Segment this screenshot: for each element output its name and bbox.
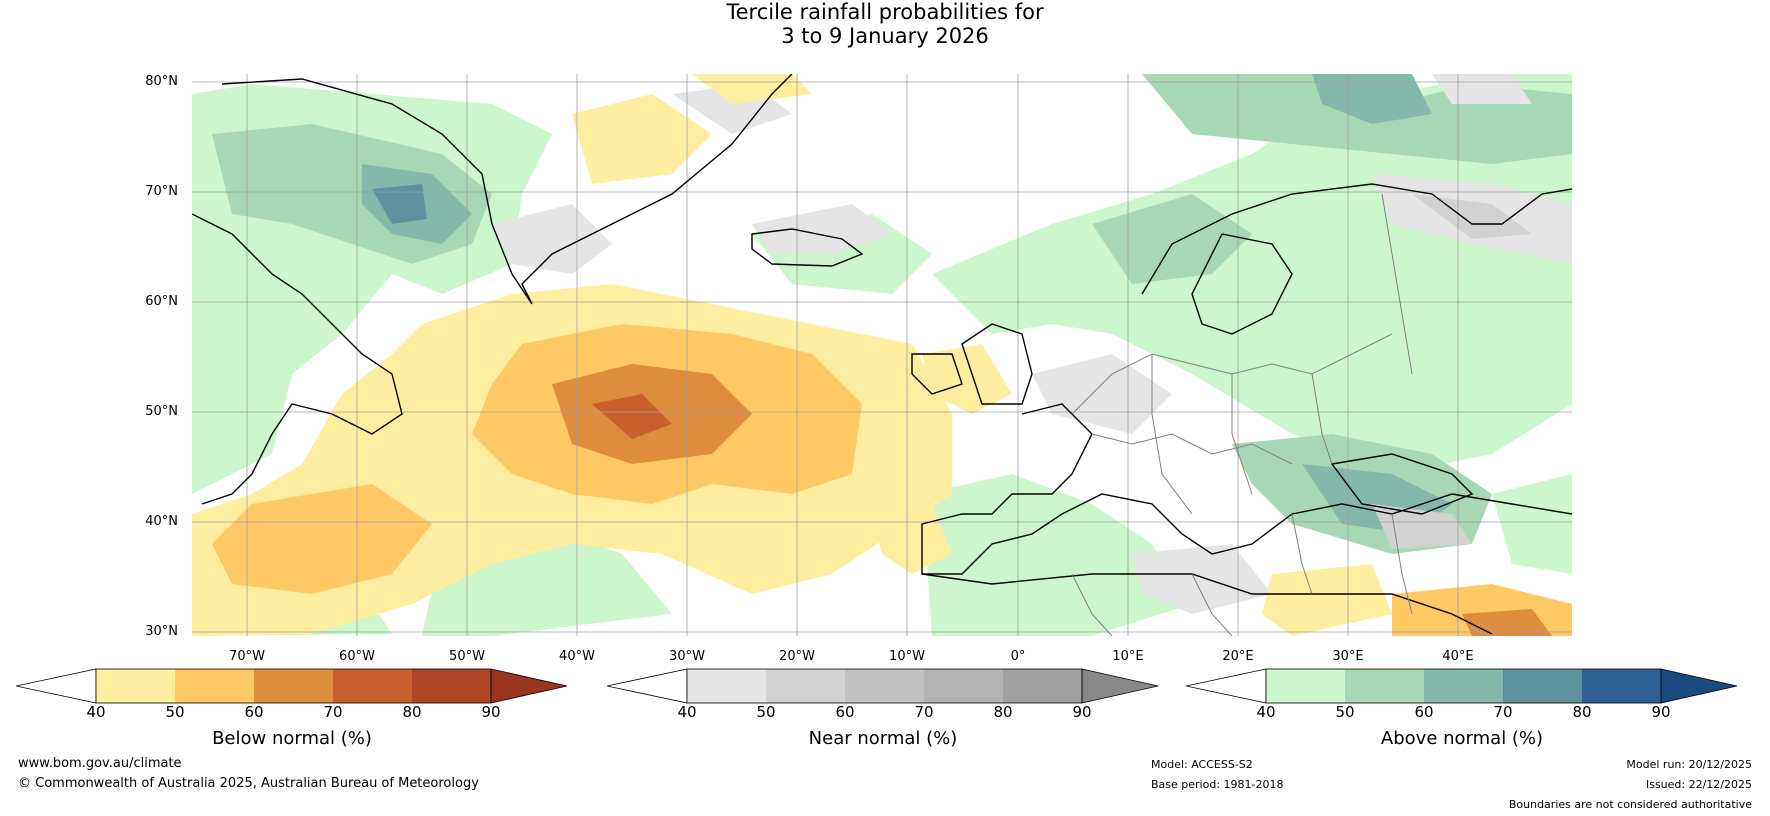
below-normal-swatch-80 xyxy=(412,669,491,703)
below-tick-40: 40 xyxy=(86,703,106,721)
above-normal-swatch-80 xyxy=(1582,669,1661,703)
near-normal-swatch-80 xyxy=(1003,669,1082,703)
below-tick-60: 60 xyxy=(244,703,264,721)
below-normal-swatch-70 xyxy=(333,669,412,703)
lon-label-70w: 70°W xyxy=(229,649,265,664)
below-normal-label: Below normal (%) xyxy=(212,728,372,749)
iceland-coast xyxy=(751,228,864,267)
near-normal-lower-extend xyxy=(607,668,688,704)
above-normal-swatch-60 xyxy=(1424,669,1503,703)
below-tick-70: 70 xyxy=(323,703,343,721)
near-normal-swatch-60 xyxy=(845,669,924,703)
near-normal-regions xyxy=(492,74,1572,614)
base-period: Base period: 1981-2018 xyxy=(1151,778,1284,791)
model-run-date: Model run: 20/12/2025 xyxy=(1626,758,1752,771)
north-africa-coast xyxy=(921,573,1493,635)
great-britain-coast xyxy=(961,323,1033,405)
issued-date: Issued: 22/12/2025 xyxy=(1645,778,1752,791)
near-tick-90: 90 xyxy=(1072,703,1092,721)
below-tick-90: 90 xyxy=(481,703,501,721)
lon-label-40e: 40°E xyxy=(1442,649,1474,664)
lat-label-80n: 80°N xyxy=(145,74,178,89)
above-tick-80: 80 xyxy=(1572,703,1592,721)
lon-label-10w: 10°W xyxy=(889,649,925,664)
bom-url[interactable]: www.bom.gov.au/climate xyxy=(18,756,182,771)
near-tick-60: 60 xyxy=(835,703,855,721)
near-tick-50: 50 xyxy=(756,703,776,721)
title-line-2: 3 to 9 January 2026 xyxy=(781,24,989,48)
lon-label-20e: 20°E xyxy=(1222,649,1254,664)
below-normal-swatch-60 xyxy=(254,669,333,703)
below-normal-swatch-50 xyxy=(175,669,254,703)
mediterranean-north-coast xyxy=(921,403,1572,575)
near-tick-80: 80 xyxy=(993,703,1013,721)
above-normal-colorbar xyxy=(1186,668,1738,704)
below-tick-50: 50 xyxy=(165,703,185,721)
above-tick-40: 40 xyxy=(1256,703,1276,721)
lat-label-60n: 60°N xyxy=(145,294,178,309)
lon-label-30e: 30°E xyxy=(1332,649,1364,664)
graticule xyxy=(192,74,1572,636)
below-normal-swatch-40 xyxy=(96,669,175,703)
near-tick-70: 70 xyxy=(914,703,934,721)
lat-label-40n: 40°N xyxy=(145,514,178,529)
above-normal-label: Above normal (%) xyxy=(1380,728,1544,749)
rainfall-probability-map xyxy=(192,74,1572,636)
lon-label-40w: 40°W xyxy=(559,649,595,664)
map-title: Tercile rainfall probabilities for 3 to … xyxy=(0,0,1770,48)
lat-label-50n: 50°N xyxy=(145,404,178,419)
scandinavia-coast xyxy=(1141,183,1572,295)
ireland-coast xyxy=(911,353,963,395)
title-line-1: Tercile rainfall probabilities for xyxy=(726,0,1044,24)
above-normal-lower-extend xyxy=(1186,668,1267,704)
lon-label-0: 0° xyxy=(1010,649,1026,664)
lon-label-10e: 10°E xyxy=(1112,649,1144,664)
coastlines xyxy=(192,74,1572,635)
above-normal-swatch-50 xyxy=(1345,669,1424,703)
above-tick-50: 50 xyxy=(1335,703,1355,721)
country-borders xyxy=(1071,193,1413,636)
near-normal-swatch-70 xyxy=(924,669,1003,703)
greenland-coast xyxy=(221,74,793,305)
boundaries-disclaimer: Boundaries are not considered authoritat… xyxy=(1508,798,1752,811)
near-tick-40: 40 xyxy=(677,703,697,721)
above-tick-90: 90 xyxy=(1651,703,1671,721)
below-normal-upper-extend xyxy=(490,668,568,704)
lon-label-30w: 30°W xyxy=(669,649,705,664)
below-normal-colorbar xyxy=(16,668,568,704)
above-tick-60: 60 xyxy=(1414,703,1434,721)
below-normal-lower-extend xyxy=(16,668,97,704)
north-america-coast xyxy=(192,213,403,505)
lat-label-70n: 70°N xyxy=(145,184,178,199)
below-normal-regions xyxy=(192,74,1572,636)
above-normal-upper-extend xyxy=(1660,668,1738,704)
copyright-notice: © Commonwealth of Australia 2025, Austra… xyxy=(18,776,479,791)
above-normal-swatch-40 xyxy=(1266,669,1345,703)
lon-label-50w: 50°W xyxy=(449,649,485,664)
lon-label-60w: 60°W xyxy=(339,649,375,664)
near-normal-swatch-40 xyxy=(687,669,766,703)
black-sea-coast xyxy=(1330,453,1474,515)
below-tick-80: 80 xyxy=(402,703,422,721)
map-canvas xyxy=(192,74,1572,636)
baltic-coast xyxy=(1191,233,1293,335)
model-name: Model: ACCESS-S2 xyxy=(1151,758,1253,771)
near-normal-upper-extend xyxy=(1081,668,1159,704)
lon-label-20w: 20°W xyxy=(779,649,815,664)
near-normal-colorbar xyxy=(607,668,1159,704)
near-normal-swatch-50 xyxy=(766,669,845,703)
above-tick-70: 70 xyxy=(1493,703,1513,721)
above-normal-swatch-70 xyxy=(1503,669,1582,703)
near-normal-label: Near normal (%) xyxy=(808,728,958,749)
lat-label-30n: 30°N xyxy=(145,624,178,639)
